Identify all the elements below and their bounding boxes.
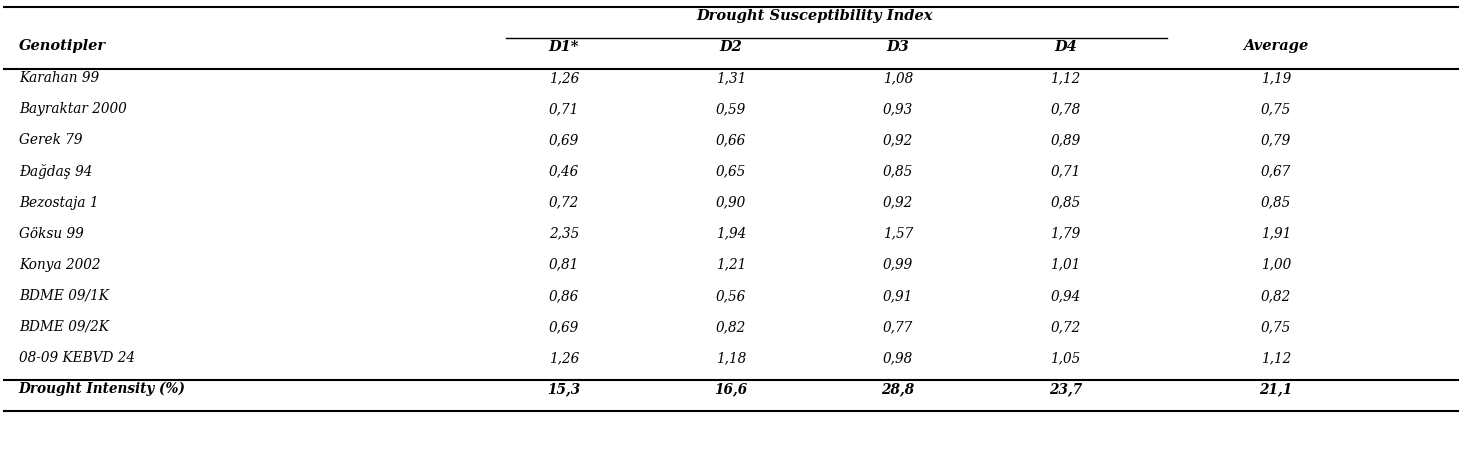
Text: 1,21: 1,21 — [716, 258, 746, 272]
Text: Gerek 79: Gerek 79 — [19, 133, 82, 148]
Text: Bezostaja 1: Bezostaja 1 — [19, 196, 98, 210]
Text: 0,78: 0,78 — [1050, 102, 1080, 117]
Text: 0,85: 0,85 — [883, 165, 914, 179]
Text: Karahan 99: Karahan 99 — [19, 71, 99, 85]
Text: Average: Average — [1244, 38, 1308, 53]
Text: 1,31: 1,31 — [716, 71, 746, 85]
Text: BDME 09/1K: BDME 09/1K — [19, 289, 108, 303]
Text: 16,6: 16,6 — [715, 382, 747, 396]
Text: BDME 09/2K: BDME 09/2K — [19, 320, 108, 334]
Text: 0,71: 0,71 — [1050, 165, 1080, 179]
Text: 0,81: 0,81 — [548, 258, 579, 272]
Text: D2: D2 — [719, 40, 743, 54]
Text: 0,46: 0,46 — [548, 165, 579, 179]
Text: Đağdaş 94: Đağdaş 94 — [19, 164, 92, 179]
Text: D4: D4 — [1054, 40, 1076, 54]
Text: Genotipler: Genotipler — [19, 38, 105, 53]
Text: 1,08: 1,08 — [883, 71, 914, 85]
Text: 0,89: 0,89 — [1050, 133, 1080, 148]
Text: 0,92: 0,92 — [883, 133, 914, 148]
Text: 0,69: 0,69 — [548, 320, 579, 334]
Text: 0,71: 0,71 — [548, 102, 579, 117]
Text: Drought Susceptibility Index: Drought Susceptibility Index — [696, 9, 933, 23]
Text: 0,59: 0,59 — [716, 102, 746, 117]
Text: D3: D3 — [887, 40, 909, 54]
Text: 0,85: 0,85 — [1050, 196, 1080, 210]
Text: 0,86: 0,86 — [548, 289, 579, 303]
Text: 0,82: 0,82 — [1262, 289, 1291, 303]
Text: 0,72: 0,72 — [548, 196, 579, 210]
Text: 0,98: 0,98 — [883, 351, 914, 365]
Text: 1,91: 1,91 — [1262, 227, 1291, 241]
Text: Drought Intensity (%): Drought Intensity (%) — [19, 382, 186, 396]
Text: 1,00: 1,00 — [1262, 258, 1291, 272]
Text: 0,65: 0,65 — [716, 165, 746, 179]
Text: Konya 2002: Konya 2002 — [19, 258, 101, 272]
Text: 1,19: 1,19 — [1262, 71, 1291, 85]
Text: 1,26: 1,26 — [548, 351, 579, 365]
Text: 0,75: 0,75 — [1262, 102, 1291, 117]
Text: 0,92: 0,92 — [883, 196, 914, 210]
Text: 0,56: 0,56 — [716, 289, 746, 303]
Text: 0,79: 0,79 — [1262, 133, 1291, 148]
Text: 0,85: 0,85 — [1262, 196, 1291, 210]
Text: 0,72: 0,72 — [1050, 320, 1080, 334]
Text: D1*: D1* — [548, 40, 579, 54]
Text: 1,57: 1,57 — [883, 227, 914, 241]
Text: 28,8: 28,8 — [882, 382, 915, 396]
Text: 1,18: 1,18 — [716, 351, 746, 365]
Text: 1,12: 1,12 — [1262, 351, 1291, 365]
Text: 0,77: 0,77 — [883, 320, 914, 334]
Text: 0,93: 0,93 — [883, 102, 914, 117]
Text: 0,82: 0,82 — [716, 320, 746, 334]
Text: 21,1: 21,1 — [1259, 382, 1292, 396]
Text: 1,12: 1,12 — [1050, 71, 1080, 85]
Text: 2,35: 2,35 — [548, 227, 579, 241]
Text: 0,99: 0,99 — [883, 258, 914, 272]
Text: 1,05: 1,05 — [1050, 351, 1080, 365]
Text: 0,66: 0,66 — [716, 133, 746, 148]
Text: 1,01: 1,01 — [1050, 258, 1080, 272]
Text: 0,94: 0,94 — [1050, 289, 1080, 303]
Text: 23,7: 23,7 — [1048, 382, 1082, 396]
Text: Göksu 99: Göksu 99 — [19, 227, 83, 241]
Text: 1,79: 1,79 — [1050, 227, 1080, 241]
Text: 0,75: 0,75 — [1262, 320, 1291, 334]
Text: 0,67: 0,67 — [1262, 165, 1291, 179]
Text: 08-09 KEBVD 24: 08-09 KEBVD 24 — [19, 351, 135, 365]
Text: 0,91: 0,91 — [883, 289, 914, 303]
Text: 0,90: 0,90 — [716, 196, 746, 210]
Text: 1,26: 1,26 — [548, 71, 579, 85]
Text: Bayraktar 2000: Bayraktar 2000 — [19, 102, 126, 117]
Text: 0,69: 0,69 — [548, 133, 579, 148]
Text: 15,3: 15,3 — [547, 382, 580, 396]
Text: 1,94: 1,94 — [716, 227, 746, 241]
